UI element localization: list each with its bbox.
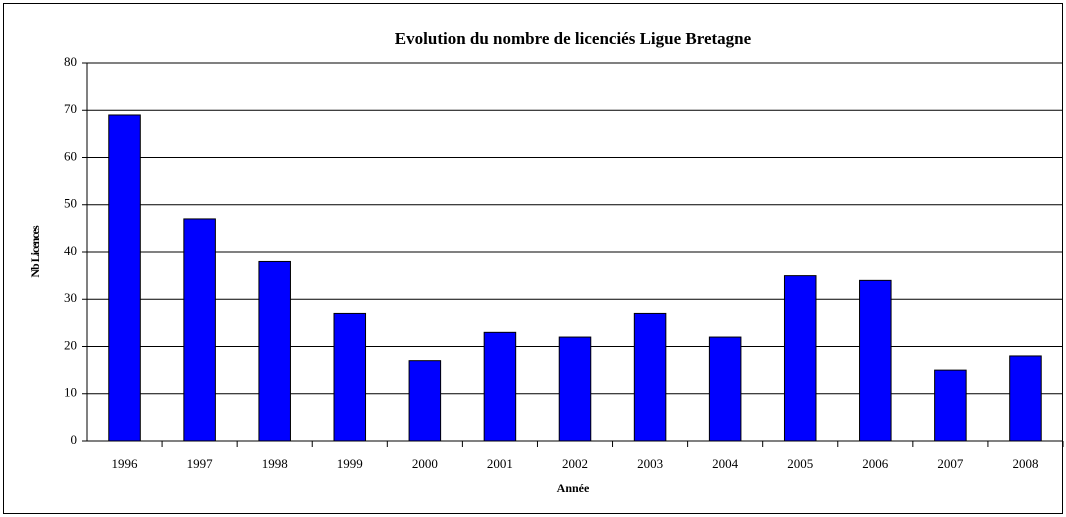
bar: [708, 336, 742, 442]
x-tick-label: 2003: [637, 456, 663, 471]
bar: [258, 260, 291, 442]
bar: [1009, 355, 1042, 442]
x-tick-label: 2005: [787, 456, 813, 471]
y-tick-label: 80: [64, 54, 77, 69]
bar: [183, 218, 216, 442]
y-tick-label: 20: [64, 337, 77, 352]
bar: [108, 114, 141, 442]
x-tick-label: 1999: [337, 456, 363, 471]
y-tick-label: 30: [64, 290, 77, 305]
x-tick-label: 2004: [712, 456, 739, 471]
x-tick-label: 1997: [187, 456, 214, 471]
bar: [408, 360, 442, 442]
y-tick-label: 10: [64, 385, 77, 400]
x-tick-label: 2008: [1012, 456, 1038, 471]
x-tick-label: 2007: [937, 456, 964, 471]
chart-border: [3, 3, 1063, 514]
x-tick-label: 2006: [862, 456, 889, 471]
y-tick-label: 40: [64, 243, 77, 258]
bar: [333, 312, 367, 442]
x-axis-label: Année: [557, 481, 590, 495]
bar: [783, 275, 817, 442]
x-tick-label: 1996: [112, 456, 139, 471]
bar: [483, 331, 517, 442]
bar: [558, 336, 592, 442]
x-tick-label: 2002: [562, 456, 588, 471]
chart-title: Evolution du nombre de licenciés Ligue B…: [395, 29, 752, 48]
x-tick-label: 1998: [262, 456, 288, 471]
x-tick-label: 2000: [412, 456, 438, 471]
bar: [859, 279, 892, 442]
bar: [934, 369, 967, 442]
y-tick-label: 60: [64, 148, 77, 163]
y-tick-label: 50: [64, 196, 77, 211]
y-tick-label: 70: [64, 101, 77, 116]
x-tick-label: 2001: [487, 456, 513, 471]
bar: [633, 312, 667, 442]
y-tick-label: 0: [71, 432, 78, 447]
y-axis-label: Nb Licences: [28, 225, 42, 278]
